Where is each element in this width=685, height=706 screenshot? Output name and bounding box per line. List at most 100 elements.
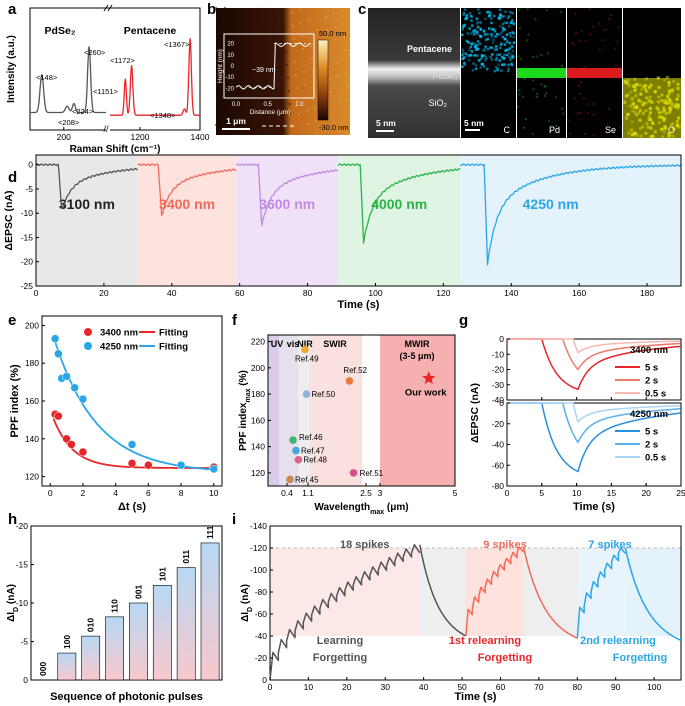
point-label: Ref.45 <box>295 475 319 484</box>
eds-dot <box>667 92 671 96</box>
afm-texture <box>334 38 338 42</box>
eds-dot <box>492 41 495 44</box>
eds-dot <box>494 35 497 38</box>
eds-dot <box>511 63 514 67</box>
data-point <box>54 411 63 421</box>
eds-dot <box>676 94 680 98</box>
eds-dot <box>461 33 464 37</box>
eds-dot <box>601 39 604 42</box>
eds-dot <box>511 49 515 53</box>
afm-texture <box>251 49 255 53</box>
eds-dot <box>668 110 672 114</box>
eds-dot <box>623 100 627 104</box>
series-line <box>506 338 681 354</box>
eds-dot <box>663 108 667 112</box>
band-label: NIR <box>297 339 313 349</box>
data-point <box>62 372 71 381</box>
eds-dot <box>675 124 679 128</box>
eds-dot <box>644 109 648 113</box>
eds-dot <box>642 101 646 105</box>
phase-label: 18 spikes <box>340 539 390 551</box>
eds-dot <box>640 100 644 104</box>
eds-dot <box>491 28 494 31</box>
x-tick-label: 4 <box>113 488 118 498</box>
afm-texture <box>264 121 268 125</box>
bar-label: 100 <box>62 635 72 649</box>
eds-dot <box>476 22 479 25</box>
series-line <box>522 546 578 639</box>
eds-dot <box>587 112 590 115</box>
inset-x-tick: 0.0 <box>232 102 241 108</box>
eds-dot <box>671 122 675 126</box>
y-tick-label: -140 <box>250 521 267 531</box>
afm-texture <box>226 55 230 59</box>
afm-texture <box>248 10 252 14</box>
eds-dot <box>508 47 512 50</box>
eds-dot <box>664 99 668 103</box>
eds-dot <box>478 42 482 45</box>
eds-dot <box>628 104 632 108</box>
eds-dot <box>506 69 510 73</box>
series-line <box>419 544 467 637</box>
afm-texture <box>267 43 271 47</box>
eds-dot <box>490 58 494 61</box>
eds-dot <box>660 115 664 119</box>
series-line <box>459 163 682 266</box>
eds-dot <box>675 97 679 101</box>
y-axis-label: ΔID (nA) <box>240 584 254 622</box>
afm-texture <box>284 50 288 54</box>
data-point <box>286 475 294 484</box>
afm-texture <box>303 83 307 87</box>
panel-letter: a <box>8 1 17 18</box>
data-point <box>54 349 63 359</box>
eds-dot <box>468 48 471 51</box>
bar <box>152 584 172 681</box>
eds-dot <box>517 55 520 58</box>
data-point <box>70 383 79 393</box>
y-tick-label: 140 <box>25 434 39 444</box>
eds-dot <box>657 95 661 99</box>
eds-dot <box>664 111 668 115</box>
eds-dot <box>494 58 498 62</box>
eds-dot <box>661 127 665 131</box>
afm-texture <box>297 112 301 116</box>
eds-dot <box>511 56 515 59</box>
peak-label: <1172> <box>110 56 136 65</box>
eds-dot <box>512 35 516 39</box>
eds-dot <box>633 131 637 135</box>
eds-dot <box>489 46 492 49</box>
panel-g: 0 -10 -20 -30 -40 3400 nm 5 s 2 s 0.5 s 0 -20 -40 -6… <box>469 334 685 513</box>
data-point <box>62 434 71 444</box>
eds-dot <box>627 84 631 88</box>
axes-frame <box>267 334 456 487</box>
axis-break: // <box>103 124 109 134</box>
afm-texture <box>285 63 289 67</box>
eds-dot <box>645 89 649 93</box>
afm-texture <box>228 81 232 85</box>
eds-dot <box>635 113 639 117</box>
eds-dot <box>465 14 469 17</box>
point-label: Ref.50 <box>312 390 336 399</box>
afm-texture <box>259 46 263 50</box>
eds-dot <box>661 135 665 139</box>
eds-dot <box>676 86 680 90</box>
x-tick-label: 160 <box>572 288 586 298</box>
eds-dot <box>497 63 500 66</box>
eds-dot <box>675 103 679 107</box>
eds-dot <box>647 118 651 122</box>
bar-label: 001 <box>133 585 143 599</box>
data-point <box>78 447 88 457</box>
y-tick-label: 0 <box>23 675 28 685</box>
eds-dot <box>461 51 465 55</box>
eds-dot <box>632 102 636 106</box>
eds-dot <box>476 25 480 29</box>
afm-texture <box>344 71 348 75</box>
eds-dot <box>592 134 595 137</box>
eds-dot <box>501 63 504 67</box>
afm-texture <box>339 123 343 127</box>
eds-dot <box>504 49 507 52</box>
scale-bar-label: 5 nm <box>464 118 484 128</box>
eds-dot <box>480 56 484 59</box>
eds-dot <box>644 131 648 135</box>
eds-dot <box>665 101 669 105</box>
